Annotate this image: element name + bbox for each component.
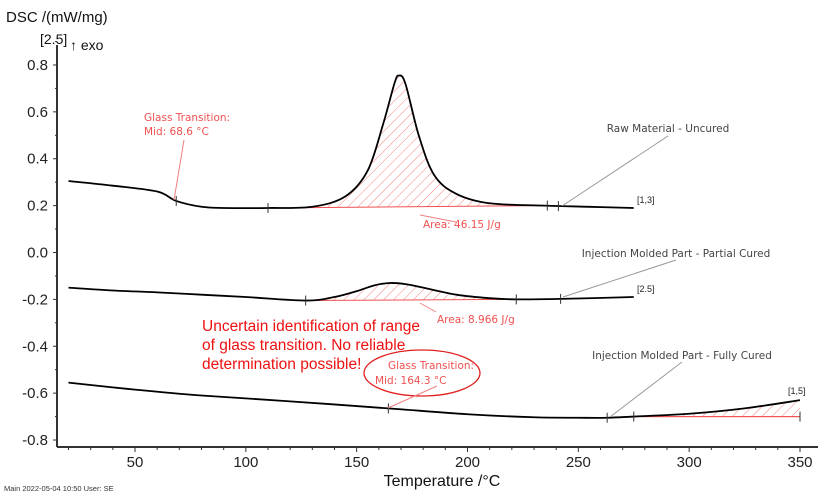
x-tick-label: 150	[344, 454, 369, 471]
footer-info: Main 2022-05-04 10:50 User: SE	[4, 484, 114, 493]
peak-area-full	[633, 400, 800, 417]
tg2-leader	[387, 385, 438, 409]
warning-note-line: of glass transition. No reliable	[202, 337, 405, 354]
area2-leader	[419, 302, 437, 313]
x-tick-label: 300	[677, 454, 702, 471]
y-tick-label: -0.2	[22, 291, 48, 308]
exo-direction: ↑ exo	[70, 37, 104, 53]
y-axis-segment: [2.5]	[40, 31, 67, 47]
area1-leader	[419, 214, 457, 223]
label-full-leader	[609, 361, 683, 418]
y-axis-label: DSC /(mW/mg)	[6, 9, 108, 26]
area2-label: Area: 8.966 J/g	[437, 314, 515, 326]
x-tick-label: 50	[127, 454, 144, 471]
x-axis-label: Temperature /°C	[384, 473, 501, 490]
x-tick-label: 200	[455, 454, 480, 471]
area1-label: Area: 46.15 J/g	[423, 219, 501, 231]
segment-label: [1,5]	[788, 386, 806, 396]
y-tick-label: 0.4	[27, 151, 48, 168]
segment-label: [2.5]	[637, 284, 655, 294]
y-tick-label: 0.6	[27, 104, 48, 121]
tg1-value: Mid: 68.6 °C	[144, 126, 209, 138]
tg2-highlight-ellipse	[363, 349, 481, 397]
y-tick-label: -0.6	[22, 385, 48, 402]
x-tick-label: 250	[566, 454, 591, 471]
label-full: Injection Molded Part - Fully Cured	[592, 350, 772, 362]
y-tick-label: -0.8	[22, 432, 48, 449]
label-partial-leader	[562, 259, 677, 298]
y-tick-label: 0.8	[27, 57, 48, 74]
peak-area-raw-baseline	[267, 205, 546, 209]
curve-full	[68, 381, 801, 419]
segment-label: [1,3]	[637, 195, 655, 205]
x-tick-label: 350	[787, 454, 812, 471]
label-raw-leader	[561, 135, 669, 207]
tg1-title: Glass Transition:	[144, 112, 230, 124]
x-tick-label: 100	[233, 454, 258, 471]
label-partial: Injection Molded Part - Partial Cured	[582, 248, 771, 260]
label-raw: Raw Material - Uncured	[607, 123, 730, 135]
warning-note-line: determination possible!	[202, 356, 361, 373]
warning-note-line: Uncertain identification of range	[202, 318, 420, 335]
curve-partial	[68, 282, 634, 302]
tg1-leader	[173, 139, 185, 201]
tg2-title: Glass Transition:	[388, 360, 474, 372]
y-tick-label: 0.2	[27, 198, 48, 215]
y-tick-label: 0.0	[27, 245, 48, 262]
curve-raw	[68, 74, 634, 210]
peak-area-raw	[268, 75, 546, 209]
peak-area-partial-baseline	[305, 298, 517, 302]
y-tick-label: -0.4	[22, 338, 48, 355]
tg2-value: Mid: 164.3 °C	[375, 375, 447, 387]
